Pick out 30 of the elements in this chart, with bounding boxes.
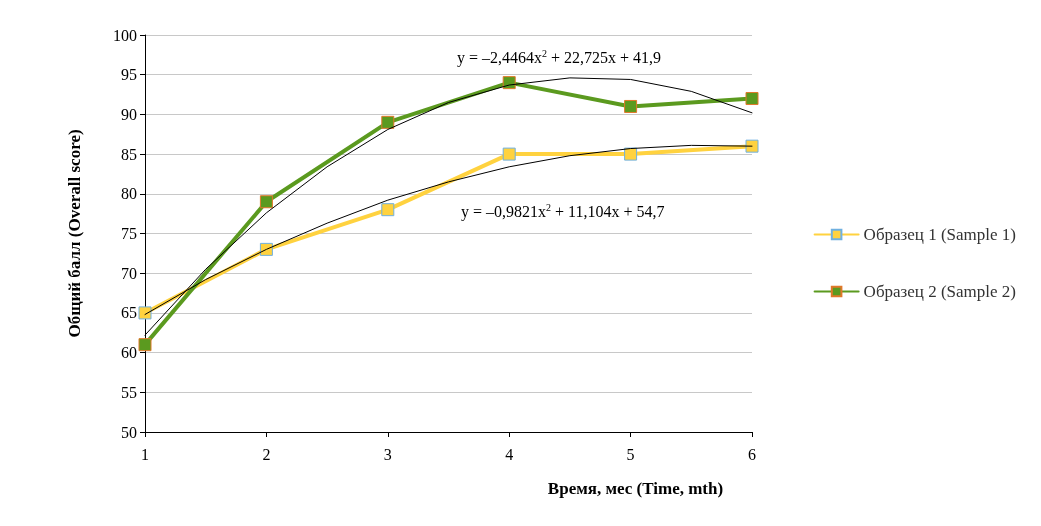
legend-label: Образец 2 (Sample 2)	[863, 282, 1017, 301]
y-tick-label: 85	[121, 145, 137, 163]
point	[381, 203, 395, 217]
point	[624, 99, 638, 113]
y-tick-label: 55	[121, 383, 137, 401]
legend-label: Образец 1 (Sample 1)	[863, 225, 1017, 244]
x-axis-title: Время, мес (Time, mth)	[547, 479, 724, 498]
x-tick-label: 3	[383, 445, 392, 463]
y-tick-label: 100	[113, 26, 137, 44]
point	[381, 115, 395, 129]
point	[259, 195, 273, 209]
point	[745, 139, 759, 153]
x-tick-label: 6	[748, 445, 756, 463]
y-tick-label: 65	[121, 304, 137, 322]
y-axis-title: Общий балл (Overall score)	[65, 129, 84, 338]
y-tick-label: 95	[121, 66, 137, 84]
point	[138, 338, 152, 352]
point	[502, 147, 516, 161]
y-tick-label: 90	[121, 105, 137, 123]
y-tick-label: 75	[121, 225, 137, 242]
x-tick-label: 5	[626, 445, 635, 463]
point	[745, 92, 759, 106]
x-tick-label: 2	[262, 445, 271, 463]
x-tick-label: 1	[141, 445, 149, 463]
y-tick-label: 60	[121, 344, 137, 362]
y-tick-label: 70	[121, 264, 137, 282]
x-tick-label: 4	[505, 445, 514, 463]
point	[138, 306, 152, 320]
y-tick-label: 80	[121, 185, 137, 203]
y-tick-label: 50	[121, 423, 137, 441]
